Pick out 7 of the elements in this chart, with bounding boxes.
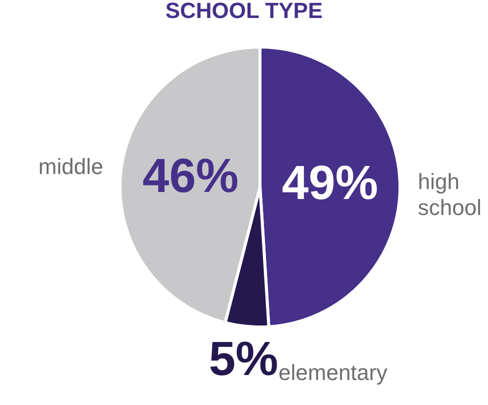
data-label: 5%: [208, 333, 278, 386]
slice-label: middle: [38, 154, 104, 180]
slice-label: high school: [418, 169, 482, 220]
data-label: 49%: [282, 156, 378, 210]
slice-label: elementary: [278, 360, 388, 386]
data-label: 46%: [142, 150, 239, 204]
chart-title: SCHOOL TYPE: [165, 0, 323, 23]
